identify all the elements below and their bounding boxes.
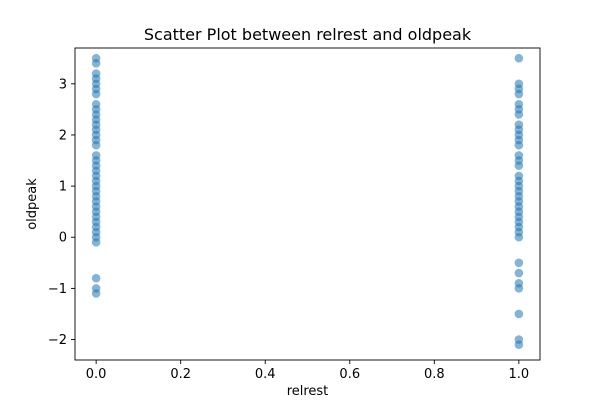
plot-area: 0.0 0.2 0.4 0.6 0.8 1.0 −2 −1 0 1 2 3 (48, 47, 541, 382)
x-axis-label: relrest (287, 384, 329, 399)
scatter-point (91, 289, 101, 298)
y-axis-label: oldpeak (25, 178, 40, 230)
scatter-point (91, 273, 101, 283)
y-tick-label: −2 (48, 333, 67, 348)
scatter-point (514, 258, 524, 268)
scatter-point (514, 140, 524, 150)
scatter-point (514, 309, 524, 319)
scatter-point (91, 238, 101, 247)
scatter-point (514, 284, 524, 293)
x-tick-label: 0.4 (255, 367, 276, 382)
y-tick-label: 2 (59, 128, 67, 143)
x-tick-label: 0.8 (424, 367, 445, 382)
y-tick-label: 0 (59, 231, 67, 246)
y-tick-label: 3 (59, 77, 67, 92)
scatter-point (91, 59, 101, 68)
scatter-point (514, 232, 524, 242)
y-tick-label: −1 (48, 282, 67, 297)
scatter-point (514, 110, 524, 119)
x-tick-label: 1.0 (509, 367, 530, 382)
scatter-point (514, 340, 524, 349)
scatter-point (514, 268, 524, 278)
scatter-point (514, 89, 524, 99)
scatter-point (514, 53, 524, 63)
scatter-point (91, 89, 101, 99)
y-tick-label: 1 (59, 180, 67, 195)
chart-title: Scatter Plot between relrest and oldpeak (144, 25, 472, 44)
x-tick-label: 0.0 (86, 367, 107, 382)
axes-frame (74, 47, 541, 361)
x-tick-label: 0.6 (339, 367, 360, 382)
scatter-point (514, 161, 524, 170)
x-tick-label: 0.2 (170, 367, 191, 382)
scatter-point (91, 140, 101, 150)
